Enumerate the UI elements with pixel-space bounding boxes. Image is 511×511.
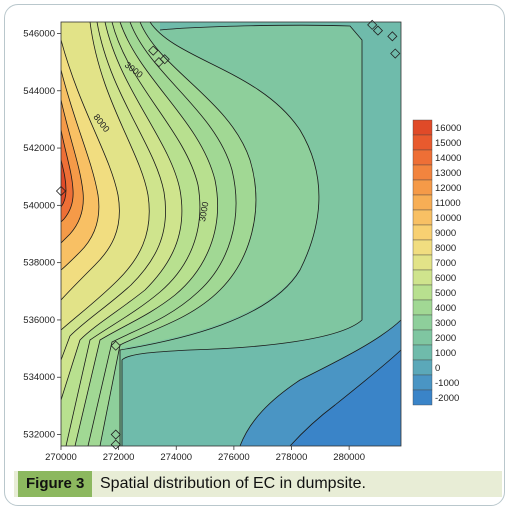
x-tick-label: 276000 bbox=[218, 452, 250, 463]
colorbar-label: 10000 bbox=[435, 213, 461, 224]
colorbar-swatch bbox=[412, 344, 433, 361]
colorbar-label: 5000 bbox=[435, 288, 456, 299]
colorbar-label: 7000 bbox=[435, 258, 456, 269]
plot-border bbox=[60, 21, 402, 447]
colorbar-label: 11000 bbox=[435, 198, 461, 209]
colorbar-label: 15000 bbox=[435, 138, 461, 149]
colorbar-swatch bbox=[412, 239, 433, 256]
figure-caption: Spatial distribution of EC in dumpsite. bbox=[100, 475, 366, 492]
y-axis: 546000 544000 542000 540000 538000 536000 5340… bbox=[23, 28, 61, 441]
colorbar-swatch bbox=[412, 254, 433, 271]
colorbar-swatch bbox=[412, 149, 433, 166]
colorbar-swatch bbox=[412, 284, 433, 301]
colorbar-swatch bbox=[412, 134, 433, 151]
colorbar-label: 16000 bbox=[435, 123, 461, 134]
x-tick-label: 270000 bbox=[45, 452, 77, 463]
colorbar-swatch bbox=[412, 179, 433, 196]
colorbar-label: 13000 bbox=[435, 168, 461, 179]
y-tick-label: 544000 bbox=[23, 86, 55, 97]
colorbar-swatch bbox=[412, 209, 433, 226]
sample-point-marker bbox=[55, 185, 67, 197]
sample-point-marker bbox=[387, 31, 398, 42]
sample-point-marker bbox=[110, 429, 121, 440]
caption-bar bbox=[14, 471, 502, 497]
contour-lines bbox=[61, 22, 401, 446]
colorbar-swatch bbox=[412, 359, 433, 376]
sample-points bbox=[55, 19, 401, 450]
x-tick-label: 280000 bbox=[333, 452, 365, 463]
sample-point-marker bbox=[110, 439, 121, 450]
colorbar-swatch bbox=[412, 224, 433, 241]
colorbar-label: -2000 bbox=[435, 393, 459, 404]
y-tick-label: 538000 bbox=[23, 258, 55, 269]
y-tick-label: 546000 bbox=[23, 28, 55, 39]
colorbar-swatch bbox=[412, 314, 433, 331]
y-tick-label: 542000 bbox=[23, 143, 55, 154]
colorbar-label: 12000 bbox=[435, 183, 461, 194]
colorbar-swatch bbox=[412, 299, 433, 316]
x-tick-label: 274000 bbox=[160, 452, 192, 463]
sample-point-marker bbox=[372, 25, 384, 36]
colorbar-label: -1000 bbox=[435, 378, 459, 389]
colorbar-swatch bbox=[412, 164, 433, 181]
figure-label: Figure 3 bbox=[18, 471, 93, 497]
contour-label: 3000 bbox=[197, 201, 210, 222]
colorbar-swatch bbox=[412, 389, 433, 406]
sample-point-marker bbox=[159, 54, 170, 65]
sample-point-marker bbox=[367, 19, 378, 30]
colorbar-label: 6000 bbox=[435, 273, 456, 284]
colorbar-swatch bbox=[412, 119, 433, 136]
colorbar-swatch bbox=[412, 269, 433, 286]
x-tick-label: 278000 bbox=[276, 452, 308, 463]
contour-fill bbox=[61, 22, 401, 446]
colorbar-swatch bbox=[412, 194, 433, 211]
colorbar-label: 4000 bbox=[435, 303, 456, 314]
colorbar-label: 1000 bbox=[435, 348, 456, 359]
y-tick-label: 532000 bbox=[23, 430, 55, 441]
colorbar-label: 14000 bbox=[435, 153, 461, 164]
y-tick-label: 536000 bbox=[23, 315, 55, 326]
sample-point-marker bbox=[148, 45, 159, 56]
y-tick-label: 540000 bbox=[23, 200, 55, 211]
y-tick-label: 534000 bbox=[23, 372, 55, 383]
colorbar-label: 9000 bbox=[435, 228, 456, 239]
colorbar-label: 0 bbox=[435, 363, 440, 374]
colorbar-label: 2000 bbox=[435, 333, 456, 344]
colorbar: 1600015000140001300012000110001000090008… bbox=[412, 119, 461, 406]
colorbar-label: 8000 bbox=[435, 243, 456, 254]
sample-point-marker bbox=[110, 340, 121, 351]
x-axis: 270000 272000 274000 276000 278000 280000 bbox=[45, 446, 365, 463]
x-tick-label: 272000 bbox=[103, 452, 135, 463]
colorbar-swatch bbox=[412, 374, 433, 391]
sample-point-marker bbox=[390, 48, 401, 59]
colorbar-label: 3000 bbox=[435, 318, 456, 329]
colorbar-swatch bbox=[412, 329, 433, 346]
